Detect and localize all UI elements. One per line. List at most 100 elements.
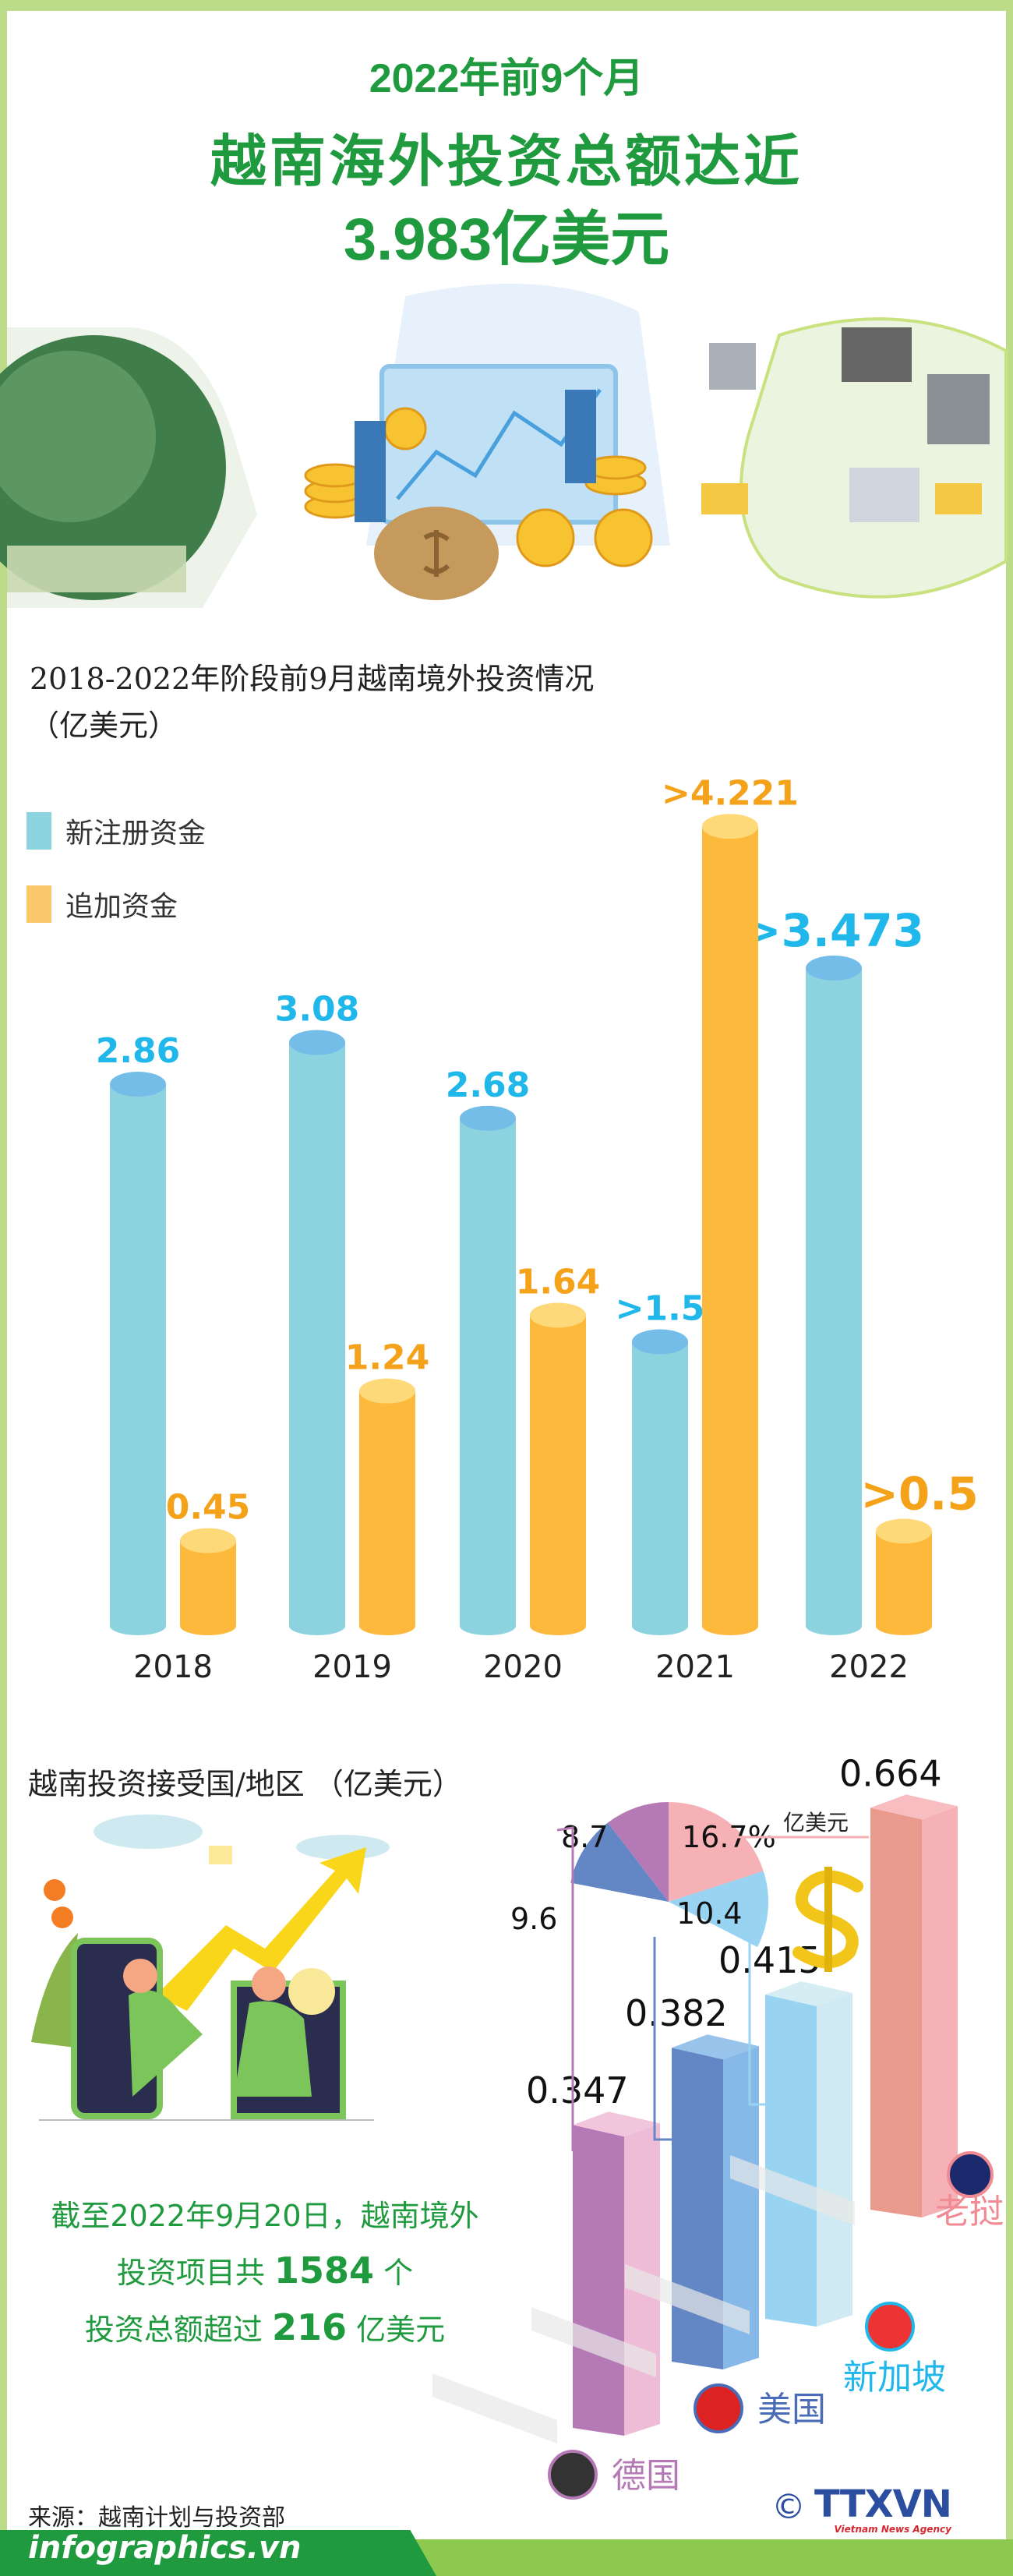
bar-shadow bbox=[730, 2155, 855, 2225]
bar-value-label: 0.347 bbox=[526, 2069, 629, 2111]
bar-base bbox=[180, 1617, 236, 1635]
frame-right bbox=[1006, 0, 1013, 2576]
bar-value-label: >1.5 bbox=[616, 1289, 705, 1329]
summary-line1: 截至2022年9月20日，越南境外 bbox=[51, 2199, 479, 2233]
investment-bar-chart: 2.86 3.08 2.68 >1.5 >3.473 0.45 1.24 1.64 >4.221… bbox=[96, 773, 979, 1685]
x-tick-label: 2020 bbox=[483, 1649, 563, 1685]
frame-left bbox=[0, 0, 7, 2576]
bar-new-2021 bbox=[632, 1341, 688, 1626]
bar-top bbox=[573, 2111, 660, 2137]
bar-front-新加坡 bbox=[765, 1995, 817, 2327]
header-title: 越南海外投资总额达近 bbox=[210, 131, 803, 193]
usa-flag-icon bbox=[694, 2383, 743, 2433]
bar-top bbox=[870, 1794, 958, 1820]
summary-text: 截至2022年9月20日，越南境外 投资项目共 1584 个 投资总额超过 21… bbox=[23, 2189, 507, 2357]
bar-value-label: 0.382 bbox=[625, 1992, 728, 2034]
bar-top bbox=[806, 956, 862, 981]
bar-base bbox=[806, 1617, 862, 1635]
bar-additional-2020 bbox=[530, 1315, 586, 1626]
total-amount: 216 bbox=[271, 2306, 348, 2348]
legend-label: 追加资金 bbox=[65, 891, 178, 923]
factory-illustration bbox=[701, 317, 1008, 599]
bar-base bbox=[289, 1617, 345, 1635]
ttxvn-logo: TTXVN Vietnam News Agency bbox=[814, 2482, 952, 2535]
bar-new-2022 bbox=[806, 968, 862, 1626]
bar-value-label: 1.24 bbox=[345, 1338, 430, 1378]
bar-shadow bbox=[531, 2307, 656, 2377]
germany-flag-icon bbox=[548, 2450, 598, 2500]
project-count: 1584 bbox=[274, 2249, 375, 2292]
footer-site-link[interactable]: infographics.vn bbox=[28, 2530, 302, 2566]
x-tick-label: 2022 bbox=[829, 1649, 909, 1685]
bar-value-label: 0.664 bbox=[839, 1752, 942, 1794]
bar-additional-2022 bbox=[876, 1531, 932, 1626]
bar-additional-2021 bbox=[702, 826, 758, 1626]
bar-value-label: >4.221 bbox=[662, 773, 799, 813]
dollar-icon bbox=[792, 1867, 863, 1972]
bar-top bbox=[460, 1105, 516, 1131]
pie-label: 9.6 bbox=[510, 1902, 557, 1936]
handshake-illustration bbox=[31, 1815, 390, 2121]
country-label: 新加坡 bbox=[843, 2358, 946, 2398]
bar-top bbox=[672, 2034, 759, 2060]
bar-value-label: 0.45 bbox=[166, 1488, 251, 1528]
legend-additional-capital: 追加资金 bbox=[26, 884, 178, 924]
pie-slice bbox=[669, 1871, 768, 1948]
bar-front-老挝 bbox=[870, 1807, 922, 2217]
bar-top bbox=[180, 1528, 236, 1553]
bar-top bbox=[702, 814, 758, 839]
bar-value-label: 2.86 bbox=[96, 1031, 181, 1071]
legend-new-capital: 新注册资金 bbox=[26, 811, 206, 851]
bar-side bbox=[817, 1993, 852, 2327]
x-tick-label: 2021 bbox=[655, 1649, 735, 1685]
globe-illustration bbox=[0, 327, 257, 608]
chart-title: 2018-2022年阶段前9月越南境外投资情况 bbox=[30, 662, 595, 696]
bar-top bbox=[289, 1030, 345, 1055]
summary-line3: 投资总额超过 216 亿美元 bbox=[84, 2306, 446, 2348]
pie-slice bbox=[570, 1822, 669, 1902]
laos-flag-icon bbox=[947, 2151, 994, 2198]
bar-top bbox=[876, 1518, 932, 1544]
country-label: 美国 bbox=[757, 2390, 826, 2429]
bar-side bbox=[723, 2046, 759, 2369]
x-tick-label: 2019 bbox=[312, 1649, 392, 1685]
leader-line bbox=[653, 1937, 672, 2141]
bar-additional-2019 bbox=[359, 1390, 415, 1626]
bar-value-label: >3.473 bbox=[743, 904, 924, 957]
bar-top bbox=[530, 1302, 586, 1328]
bar-shadow bbox=[432, 2373, 557, 2443]
pie-label: 10.4 bbox=[676, 1896, 743, 1931]
leader-line bbox=[556, 1826, 574, 2151]
bar-new-2018 bbox=[110, 1084, 166, 1626]
x-tick-label: 2018 bbox=[133, 1649, 213, 1685]
bar-front-德国 bbox=[573, 2125, 624, 2436]
bar-value-label: >0.5 bbox=[860, 1468, 978, 1521]
bar-value-label: 1.64 bbox=[516, 1262, 601, 1302]
header-illustration bbox=[0, 284, 1008, 608]
chart-subtitle: （亿美元） bbox=[30, 708, 178, 743]
legend-swatch-orange bbox=[26, 885, 51, 923]
bar-base bbox=[632, 1617, 688, 1635]
legend-swatch-blue bbox=[26, 812, 51, 850]
bar-base bbox=[110, 1617, 166, 1635]
summary-line2: 投资项目共 1584 个 bbox=[116, 2249, 414, 2292]
legend-label: 新注册资金 bbox=[65, 818, 206, 850]
bar-new-2020 bbox=[460, 1118, 516, 1626]
bar-shadow bbox=[625, 2264, 750, 2334]
header-total: 3.983亿美元 bbox=[343, 207, 670, 273]
bar-value-label: 2.68 bbox=[446, 1065, 531, 1105]
singapore-flag-icon bbox=[865, 2302, 915, 2352]
bar-top bbox=[632, 1329, 688, 1355]
bar-base bbox=[530, 1617, 586, 1635]
unit-label: 亿美元 bbox=[783, 1810, 849, 1836]
country-label: 德国 bbox=[612, 2456, 680, 2496]
bar-base bbox=[876, 1617, 932, 1635]
bar-value-label: 3.08 bbox=[275, 990, 360, 1030]
bar-base bbox=[702, 1617, 758, 1635]
bar-top bbox=[359, 1378, 415, 1404]
bar-base bbox=[359, 1617, 415, 1635]
frame-top bbox=[0, 0, 1013, 11]
bar-base bbox=[460, 1617, 516, 1635]
leader-line bbox=[748, 1941, 765, 2106]
pie-label: 8.7 bbox=[561, 1820, 608, 1854]
